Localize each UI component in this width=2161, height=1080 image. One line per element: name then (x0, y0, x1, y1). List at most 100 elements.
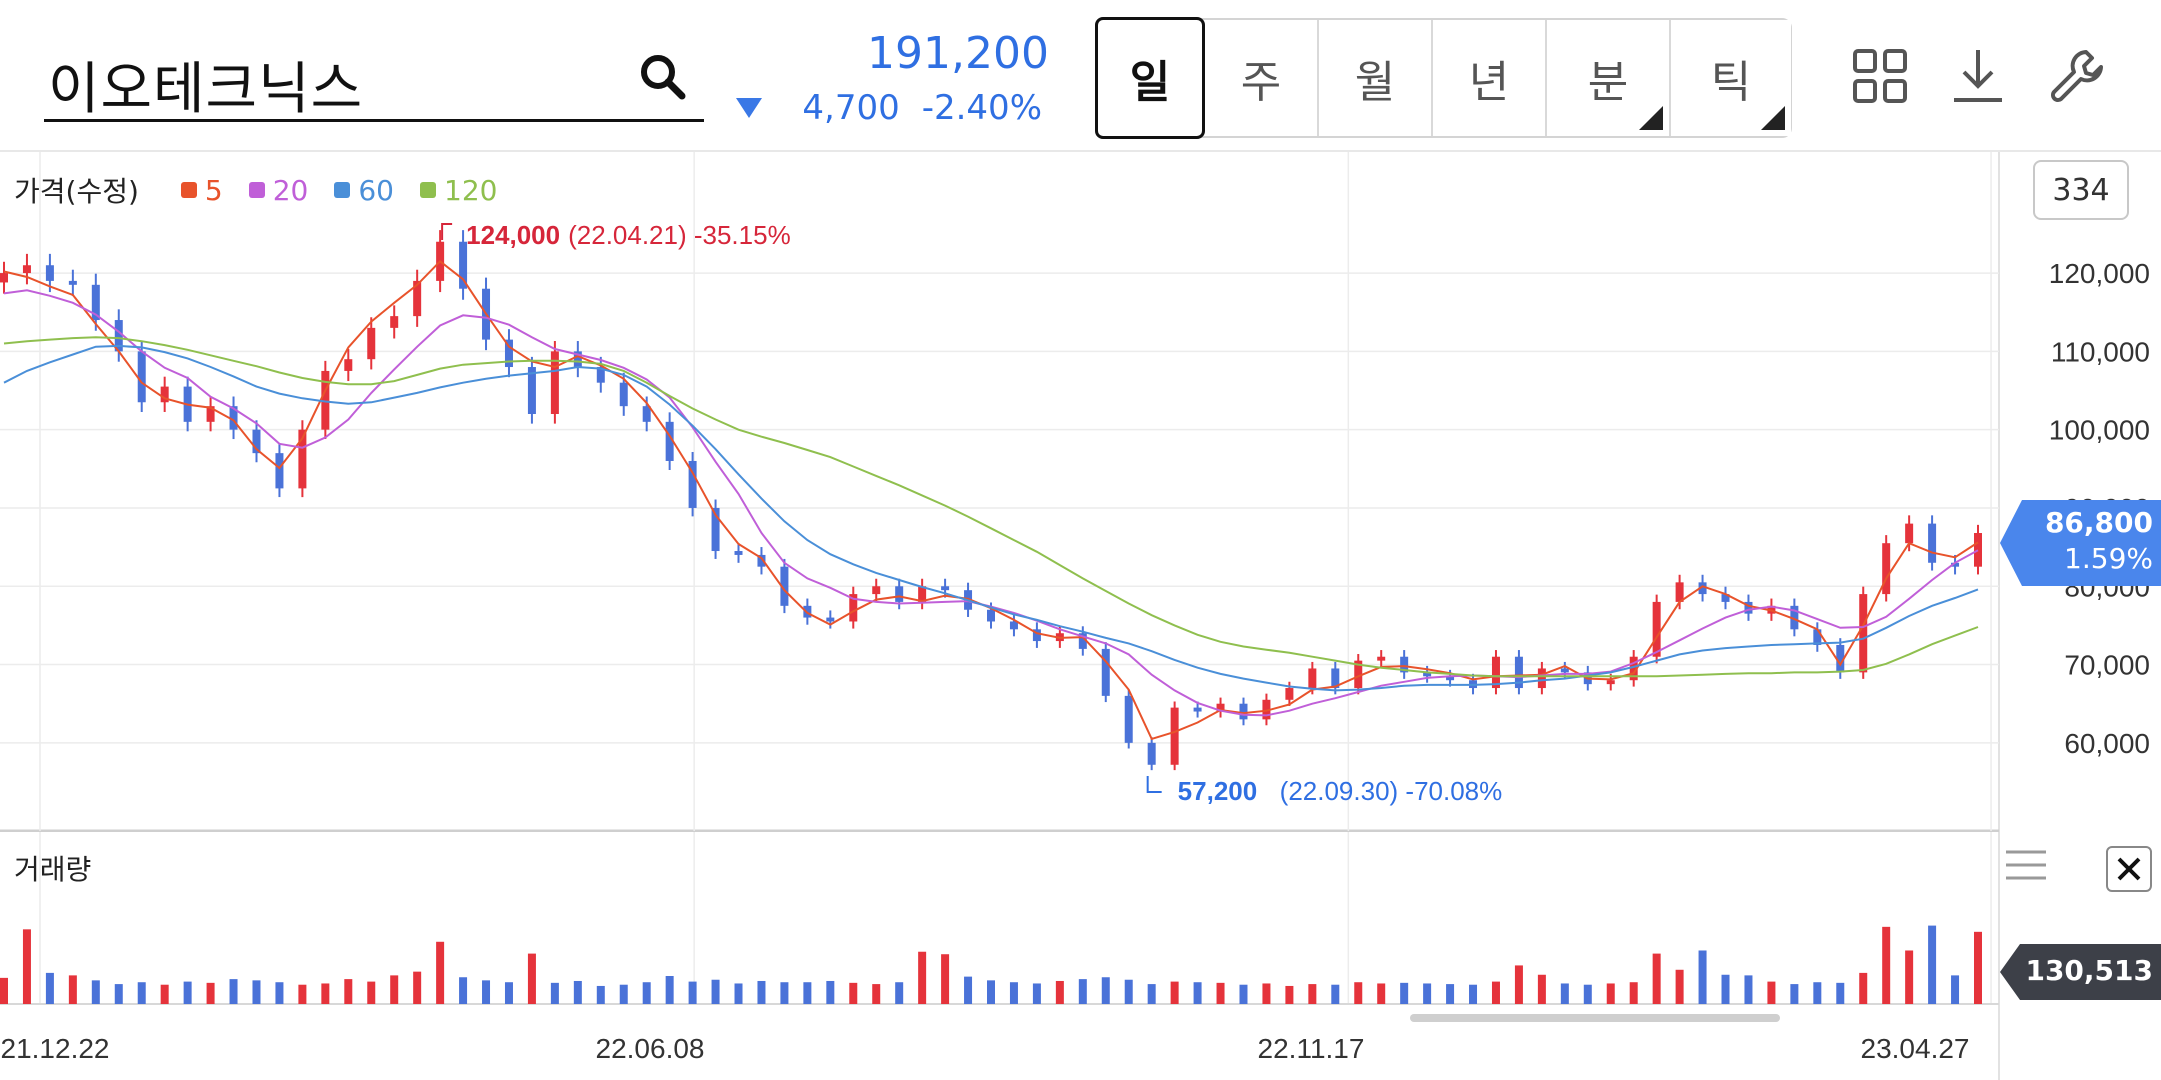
close-icon (2117, 857, 2141, 881)
candle (1813, 622, 1822, 652)
period-tab-label: 일 (1129, 57, 1171, 108)
annotation-detail: (22.09.30) -70.08% (1280, 776, 1503, 806)
volume-bar (849, 982, 858, 1004)
candle (1216, 697, 1225, 718)
candle-body (1354, 660, 1363, 689)
volume-bar (436, 941, 445, 1004)
candle (1905, 515, 1914, 552)
candle (734, 543, 743, 563)
candle (91, 273, 100, 331)
candle-body (504, 339, 513, 368)
candle-body (459, 241, 468, 289)
y-tick-label: 60,000 (2064, 728, 2150, 759)
candle-body (849, 594, 858, 622)
volume-bar (688, 981, 697, 1004)
volume-bar (964, 976, 973, 1004)
x-tick-label: 22.06.08 (596, 1033, 705, 1064)
candle-body (596, 367, 605, 383)
legend-label: 5 (204, 173, 223, 207)
volume-bar (803, 982, 812, 1004)
candle-body (1009, 621, 1018, 630)
grid-icon[interactable] (1850, 46, 1910, 106)
legend-item: 20 (248, 174, 308, 207)
candle-body (757, 554, 766, 567)
stock-search-box[interactable]: 이오테크닉스 (44, 30, 704, 122)
volume-bar (1216, 982, 1225, 1004)
candle (849, 586, 858, 629)
legend-label: 120 (444, 173, 498, 207)
annotation-arrow-icon (441, 223, 453, 240)
volume-bar (527, 953, 536, 1004)
price-change: 4,700 (802, 88, 900, 128)
period-tab-label: 주 (1240, 57, 1282, 108)
candle (1629, 650, 1638, 687)
volume-bar (137, 982, 146, 1004)
price-change-row: 4,700 -2.40% (802, 88, 1042, 128)
candle-body (1262, 699, 1271, 720)
wrench-icon[interactable] (2046, 46, 2106, 106)
volume-bar (1882, 926, 1891, 1004)
low-annotation: 57,200 (22.09.30) -70.08% (1146, 776, 1503, 806)
legend-swatch (248, 182, 265, 198)
volume-bar (1537, 974, 1546, 1004)
annotation-price: 57,200 (1178, 776, 1258, 806)
close-volume-button[interactable] (2106, 846, 2152, 892)
period-tab[interactable]: 월 (1319, 20, 1433, 136)
candle-body (1537, 668, 1546, 689)
price-down-triangle-icon (736, 98, 762, 118)
volume-bar (918, 951, 927, 1004)
stock-name[interactable]: 이오테크닉스 (48, 57, 364, 122)
chart-scrollbar[interactable] (1410, 1014, 1780, 1022)
price-chart[interactable]: 60,00070,00080,00090,000100,000110,00012… (0, 152, 2161, 832)
period-tab[interactable]: 틱 (1671, 20, 1791, 136)
period-tab[interactable]: 년 (1433, 20, 1547, 136)
volume-tag: 130,513 (2000, 944, 2161, 1000)
candle (252, 420, 261, 463)
search-icon[interactable] (634, 48, 694, 108)
candle (918, 578, 927, 610)
period-tab[interactable]: 일 (1095, 17, 1205, 139)
volume-bar (1331, 984, 1340, 1004)
y-tick-label: 70,000 (2064, 650, 2150, 681)
download-icon[interactable] (1948, 46, 2008, 106)
volume-bar (1423, 983, 1432, 1004)
volume-bar (459, 977, 468, 1004)
volume-bar (1009, 982, 1018, 1004)
candle-body (619, 382, 628, 407)
candle-body (1147, 742, 1156, 765)
volume-bar (45, 972, 54, 1004)
volume-bar (619, 984, 628, 1004)
period-tab-label: 월 (1354, 57, 1396, 108)
volume-bar (206, 982, 215, 1004)
candle (780, 558, 789, 614)
period-tab[interactable]: 주 (1205, 20, 1319, 136)
candle-body (734, 551, 743, 555)
volume-bar (1675, 969, 1684, 1004)
candle-body (91, 284, 100, 321)
volume-bar (1606, 983, 1615, 1004)
candle-body (941, 586, 950, 591)
volume-bar (0, 977, 8, 1004)
volume-bar (482, 980, 491, 1004)
menu-icon[interactable] (2004, 848, 2048, 882)
candle (1400, 650, 1409, 679)
candle (1744, 594, 1753, 621)
volume-bar (1193, 982, 1202, 1004)
legend-swatch (180, 182, 197, 198)
volume-bar (1813, 982, 1822, 1004)
candle-body (45, 265, 54, 281)
volume-bar (550, 982, 559, 1004)
period-tab[interactable]: 분 (1547, 20, 1671, 136)
candle-body (321, 370, 330, 430)
candle-body (1124, 695, 1133, 743)
volume-bar (642, 982, 651, 1004)
candle-body (1308, 668, 1317, 689)
volume-bar (114, 984, 123, 1004)
volume-bar (1974, 931, 1982, 1004)
candle-body (711, 507, 720, 552)
volume-bar (1285, 985, 1294, 1004)
volume-bar (1560, 983, 1569, 1004)
volume-chart[interactable]: 21.12.22 22.06.08 22.11.17 23.04.27 (0, 832, 2161, 1080)
zoom-level-box[interactable]: 334 (2033, 160, 2129, 220)
candle (413, 269, 422, 327)
